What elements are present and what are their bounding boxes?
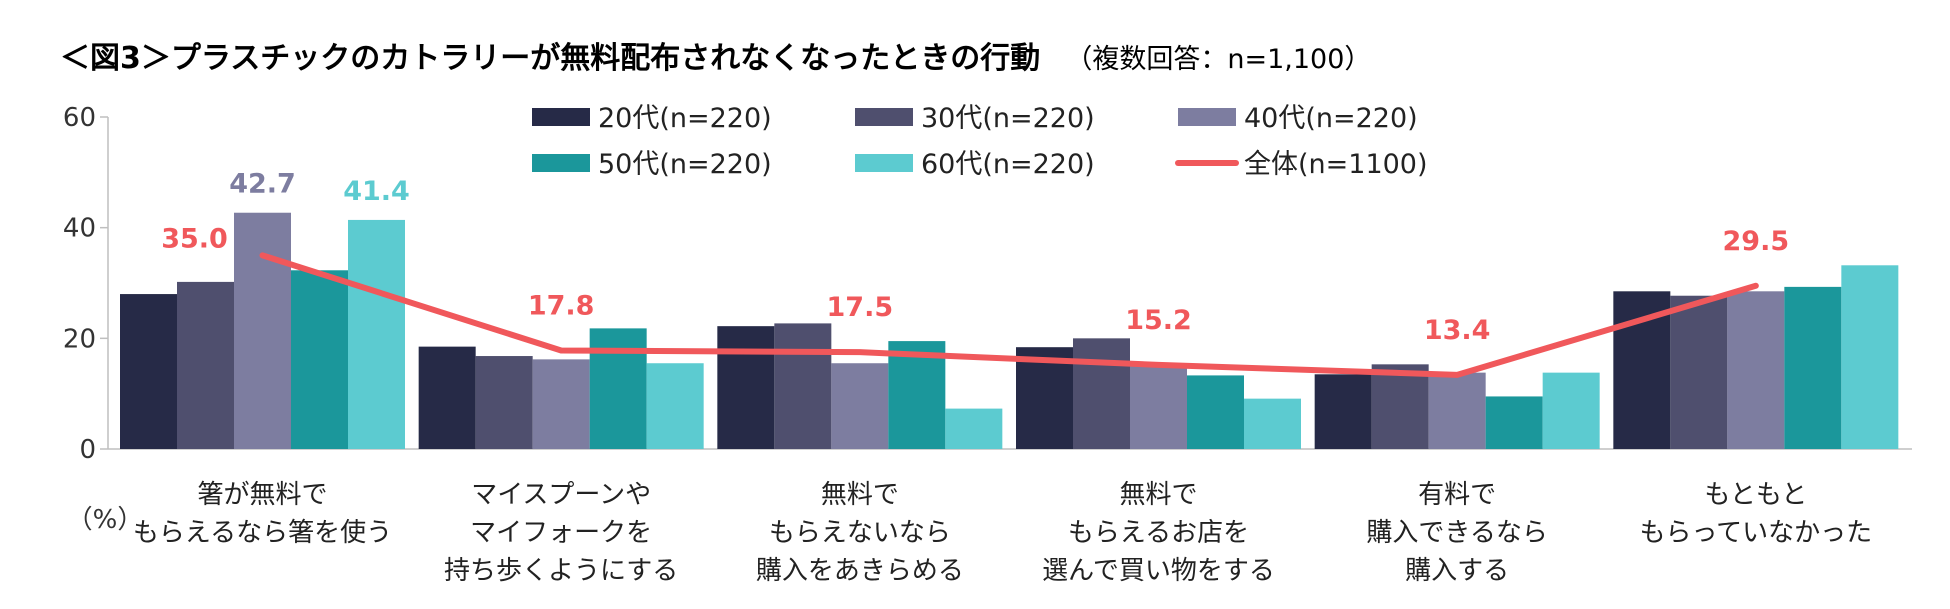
data-label-15.2: 15.2 [1125,305,1192,336]
data-label-41.4: 41.4 [343,176,410,207]
bar-20s-cat5 [1314,374,1372,449]
category-label-line: もともと [1704,480,1807,510]
category-label-line: マイフォークを [470,518,652,548]
y-axis-unit-label: （%） [67,505,144,535]
bar-30s-cat5 [1371,364,1429,449]
category-label-line: 箸が無料で [197,480,327,510]
bar-60s-cat1 [348,219,405,449]
bar-20s-cat2 [418,346,476,449]
legend-label: 全体(n=1100) [1244,149,1428,180]
category-label-line: もらえるなら箸を使う [133,518,392,548]
category-label-line: マイスプーンや [471,480,651,510]
legend: 20代(n=220) 30代(n=220) 40代(n=220) 50代(n=220)… [532,103,1428,180]
category-label-line: 有料で [1418,480,1496,510]
bar-30s-cat6 [1670,295,1728,449]
legend-label: 60代(n=220) [921,149,1095,180]
bar-20s-cat1 [120,294,177,449]
bar-60s-cat5 [1542,372,1600,449]
category-label-line: 持ち歩くようにする [444,556,678,586]
y-tick-label: 0 [79,435,96,465]
bar-40s-cat6 [1727,291,1785,449]
category-label-line: もらえないなら [769,518,951,548]
data-label-29.5: 29.5 [1723,226,1790,257]
axis-group: 0 20 40 60 [63,103,1912,465]
data-label-17.8: 17.8 [528,291,595,322]
overall-trend-line [259,252,1759,378]
bar-40s-cat3 [831,363,889,449]
bar-50s-cat5 [1485,396,1543,449]
data-label-17.5: 17.5 [827,292,894,323]
category-label-line: 購入する [1405,556,1509,586]
bar-60s-cat2 [646,363,704,449]
bar-30s-cat2 [475,356,533,449]
legend-label: 50代(n=220) [598,149,772,180]
legend-swatch [1178,108,1236,126]
bar-20s-cat3 [717,326,775,449]
category-label-line: 購入をあきらめる [756,556,964,586]
legend-swatch [855,154,913,172]
category-label-line: 購入できるなら [1366,518,1547,548]
data-label-35.0: 35.0 [161,223,228,254]
legend-label: 30代(n=220) [921,103,1095,134]
bar-30s-cat3 [774,323,832,449]
legend-label: 40代(n=220) [1244,103,1418,134]
category-label-line: 無料で [1119,480,1197,510]
y-tick-label: 60 [63,103,96,133]
data-label-13.4: 13.4 [1424,315,1491,346]
bar-30s-cat4 [1073,338,1130,449]
chart-title-main: ＜図3＞プラスチックのカトラリーが無料配布されなくなったときの行動 [60,41,1040,76]
bar-40s-cat5 [1428,372,1486,449]
trend-group [259,252,1759,378]
bar-50s-cat2 [589,328,647,449]
y-tick-label: 20 [63,324,96,354]
y-tick-label: 40 [63,214,96,244]
legend-swatch [855,108,913,126]
legend-swatch [532,108,590,126]
bar-40s-cat4 [1130,366,1187,449]
bar-30s-cat1 [177,281,234,449]
category-label-line: 無料で [821,480,899,510]
bar-40s-cat2 [532,359,590,449]
chart-title: ＜図3＞プラスチックのカトラリーが無料配布されなくなったときの行動 （複数回答：… [60,41,1371,76]
bars-group [120,212,1899,449]
bar-60s-cat3 [945,408,1003,449]
category-label-line: もらえるお店を [1068,518,1249,548]
category-label-line: 選んで買い物をする [1042,556,1275,586]
bar-50s-cat6 [1784,286,1842,449]
bar-40s-cat1 [234,212,291,449]
bar-60s-cat6 [1841,265,1899,449]
bar-60s-cat4 [1244,398,1301,449]
bar-50s-cat1 [291,270,348,449]
legend-swatch [532,154,590,172]
data-labels-group: 35.042.7 41.4 17.8 17.5 15.2 13.4 29.5 [161,169,1789,346]
bar-50s-cat3 [888,341,946,449]
bar-20s-cat4 [1016,347,1073,449]
chart-subtitle: （複数回答：n=1,100） [1065,44,1371,75]
bar-50s-cat4 [1187,375,1244,449]
data-label-42.7: 42.7 [229,169,296,200]
legend-label: 20代(n=220) [598,103,772,134]
category-label-line: もらっていなかった [1639,518,1872,548]
